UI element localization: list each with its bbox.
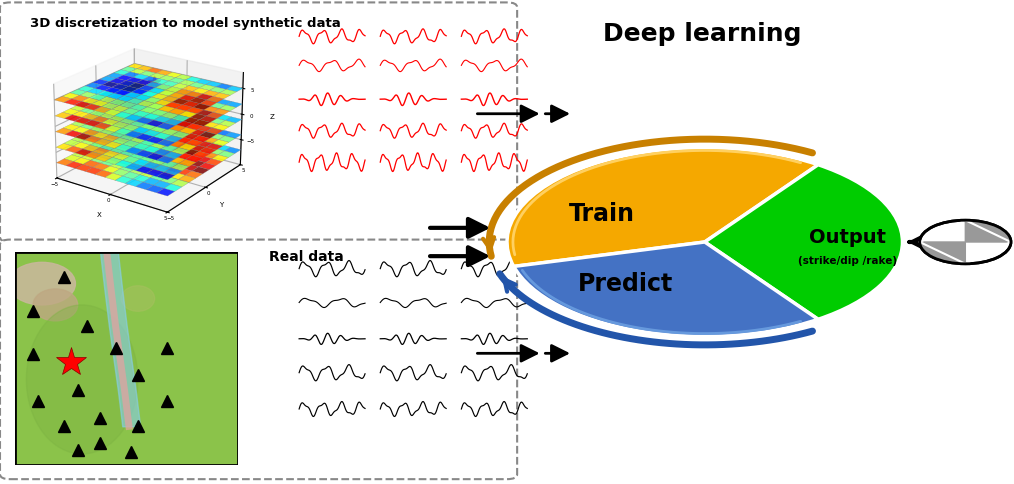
Ellipse shape: [122, 286, 154, 311]
Circle shape: [920, 220, 1011, 264]
Text: Train: Train: [569, 202, 635, 226]
X-axis label: X: X: [96, 212, 101, 218]
Polygon shape: [965, 220, 1011, 242]
Ellipse shape: [8, 262, 75, 305]
Wedge shape: [705, 165, 902, 319]
Text: Output: Output: [808, 228, 885, 247]
Text: (strike/dip /rake): (strike/dip /rake): [798, 256, 896, 266]
FancyBboxPatch shape: [0, 2, 517, 242]
Text: 3D discretization to model synthetic data: 3D discretization to model synthetic dat…: [30, 17, 341, 30]
Ellipse shape: [26, 305, 138, 454]
Text: Predict: Predict: [578, 272, 673, 297]
Y-axis label: Y: Y: [219, 202, 224, 208]
FancyBboxPatch shape: [0, 240, 517, 479]
Text: Real data: Real data: [269, 250, 344, 263]
Wedge shape: [507, 148, 818, 266]
Polygon shape: [920, 242, 965, 264]
Wedge shape: [514, 242, 818, 336]
Text: Deep learning: Deep learning: [603, 22, 802, 46]
Ellipse shape: [33, 289, 78, 321]
